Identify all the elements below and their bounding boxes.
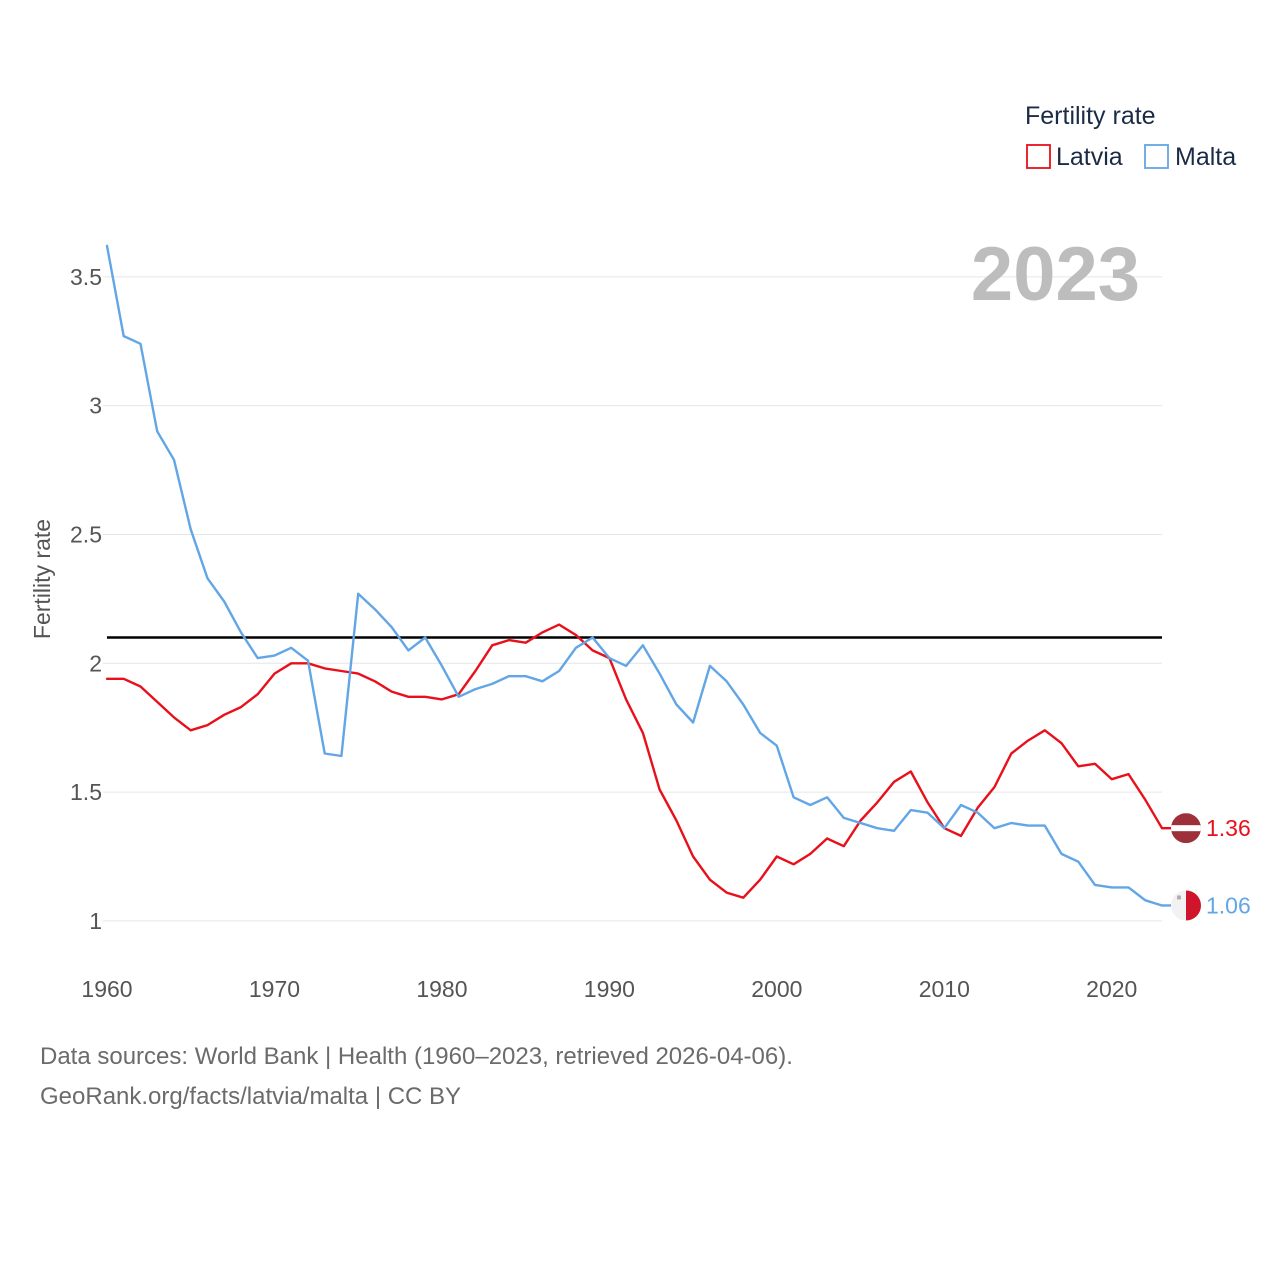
attribution-credit[interactable]: GeoRank.org/facts/latvia/malta | CC BY <box>40 1083 462 1110</box>
flag-malta-icon <box>1171 890 1201 921</box>
legend-swatch-latvia <box>1026 144 1051 169</box>
year-stamp: 2023 <box>971 232 1140 317</box>
y-tick-label: 3 <box>89 393 102 419</box>
x-axis-ticks: 1960 1970 1980 1990 2000 2010 2020 <box>81 976 1137 1002</box>
y-tick-label: 2.5 <box>70 521 102 547</box>
legend: Fertility rate Latvia Malta <box>1025 102 1236 171</box>
series-lines <box>105 244 1164 907</box>
legend-label-malta: Malta <box>1175 143 1236 171</box>
flag-hoist <box>1171 890 1186 921</box>
x-tick-label: 2000 <box>751 976 802 1002</box>
end-value-latvia: 1.36 <box>1206 815 1251 841</box>
x-tick-label: 1990 <box>584 976 635 1002</box>
x-tick-label: 1970 <box>249 976 300 1002</box>
y-tick-label: 3.5 <box>70 264 102 290</box>
series-end-markers: 1.36 1.06 <box>1162 813 1251 921</box>
series-line-latvia <box>105 623 1164 899</box>
y-tick-label: 1.5 <box>70 779 102 805</box>
x-tick-label: 1960 <box>81 976 132 1002</box>
y-axis-title: Fertility rate <box>29 519 55 639</box>
legend-item-malta[interactable]: Malta <box>1144 143 1236 171</box>
data-source-note: Data sources: World Bank | Health (1960–… <box>40 1043 793 1070</box>
flag-fly <box>1186 890 1201 921</box>
legend-swatch-malta <box>1144 144 1169 169</box>
flag-cross <box>1177 895 1181 900</box>
x-tick-label: 2020 <box>1086 976 1137 1002</box>
series-line-malta <box>105 244 1164 907</box>
legend-item-latvia[interactable]: Latvia <box>1026 143 1123 171</box>
y-axis-ticks: 1 1.5 2 2.5 3 3.5 <box>70 264 102 934</box>
x-tick-label: 2010 <box>919 976 970 1002</box>
legend-label-latvia: Latvia <box>1056 143 1123 171</box>
legend-title: Fertility rate <box>1025 102 1156 130</box>
grid-lines <box>103 276 1162 922</box>
end-value-malta: 1.06 <box>1206 892 1251 918</box>
x-tick-label: 1980 <box>416 976 467 1002</box>
y-tick-label: 2 <box>89 650 102 676</box>
flag-stripe <box>1171 825 1201 832</box>
y-tick-label: 1 <box>89 908 102 934</box>
flag-latvia-icon <box>1171 813 1201 844</box>
